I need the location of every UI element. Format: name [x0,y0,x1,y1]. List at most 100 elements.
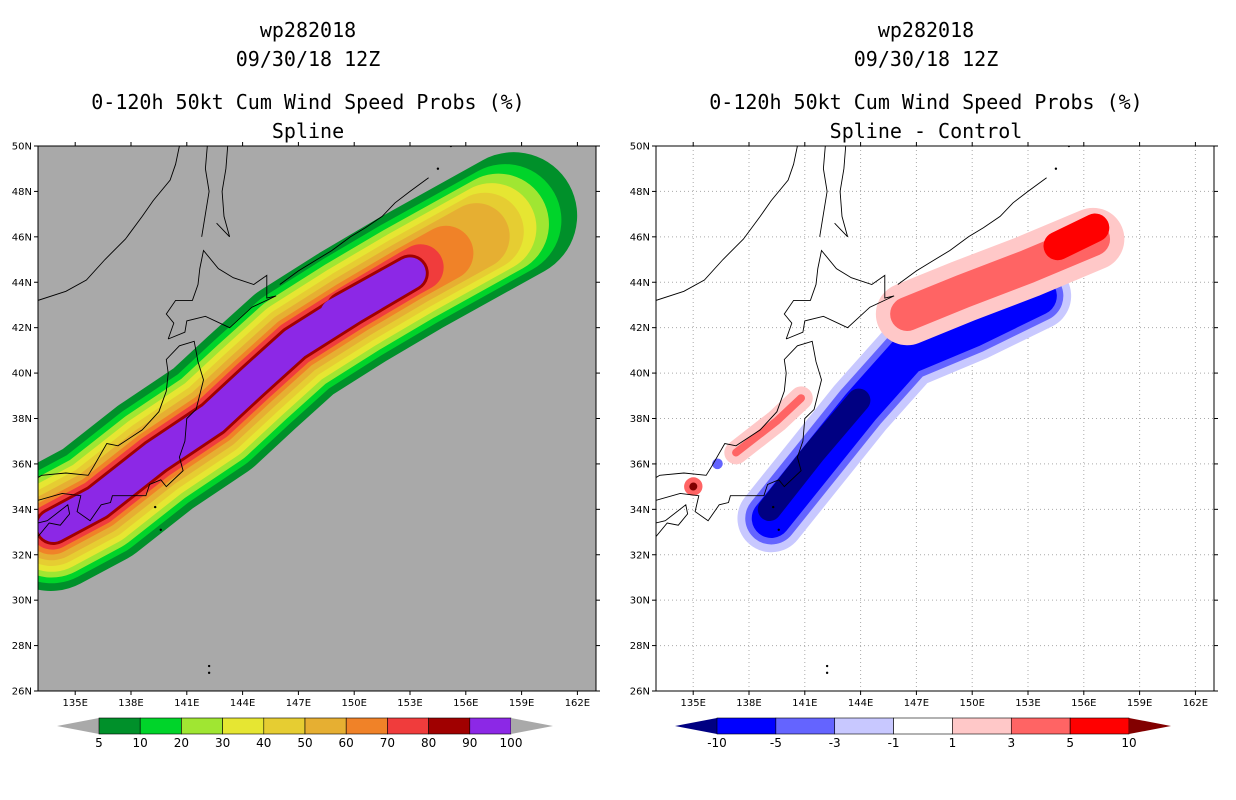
colorbar-swatch [387,717,429,735]
colorbar-label: 50 [297,736,312,750]
y-tick-label: 34N [630,505,650,516]
coastline-shikoku [656,503,689,538]
x-tick-label: 150E [959,698,984,709]
y-tick-label: 26N [630,687,650,698]
right-difference-map: 135E 138E 141E 144E 147E 150E 153E 156E 159E 162E… [630,142,1218,750]
x-tick-label: 141E [792,698,817,709]
colorbar-swatch [716,717,777,735]
x-tick-label: 153E [397,698,422,709]
x-tick-label: 138E [736,698,761,709]
y-tick-label: 30N [12,596,32,607]
island-dot [771,505,775,509]
colorbar-label: 5 [1066,736,1074,750]
x-tick-label: 159E [1127,698,1152,709]
island-dot [207,671,211,675]
colorbar-swatch [304,717,347,735]
y-tick-label: 48N [630,187,650,198]
colorbar-label: 70 [380,736,395,750]
colorbar-below-arrow [675,718,717,734]
colorbar-swatch [775,717,836,735]
x-tick-label: 156E [1071,698,1096,709]
y-tick-label: 48N [12,187,32,198]
colorbar-swatch [139,717,182,735]
colorbar-swatch [222,717,265,735]
x-tick-label: 153E [1015,698,1040,709]
island-dot [153,505,157,509]
colorbar-label: 5 [95,736,103,750]
coastline-hokkaido [165,249,277,340]
colorbar-label: -1 [888,736,900,750]
left-probability-map: 135E 138E 141E 144E 147E 150E 153E 156E 159E 162E… [12,142,600,750]
x-tick-label: 147E [286,698,311,709]
coastline-shikoku [38,503,71,538]
coastline-sakhalinE [216,146,231,238]
island-dot [436,167,440,170]
colorbar-label: 80 [421,736,436,750]
coastline-kurils [279,177,429,285]
coastline-mainland [38,146,180,301]
y-tick-label: 28N [12,641,32,652]
y-tick-label: 42N [12,323,32,334]
colorbar-swatch [834,717,894,735]
colorbar-label: -10 [707,736,727,750]
plot-area [656,146,1214,691]
y-tick-label: 42N [630,323,650,334]
y-tick-label: 32N [12,550,32,561]
coastline-sakhalin [201,146,210,237]
colorbar-label: 10 [133,736,148,750]
colorbar-label: 10 [1121,736,1136,750]
diff-neg-1-0 [757,388,871,521]
colorbar-label: 100 [500,736,523,750]
diff-pos-4-1 [732,394,805,457]
colorbar-above-arrow [1129,718,1171,734]
prob-band-100 [38,257,426,543]
y-tick-label: 40N [630,369,650,380]
y-tick-label: 50N [12,142,32,153]
y-tick-label: 30N [630,596,650,607]
colorbar-swatch [893,717,953,735]
coastline-honshu [656,340,822,522]
colorbar-label: 90 [462,736,477,750]
colorbar-below-arrow [57,718,99,734]
y-tick-label: 46N [630,232,650,243]
x-tick-label: 138E [118,698,143,709]
y-tick-label: 44N [12,278,32,289]
island-dot [777,528,780,531]
colorbar-above-arrow [511,718,553,734]
y-tick-label: 44N [630,278,650,289]
plot-area [38,146,578,675]
left-title-block: wp282018 09/30/18 12Z 0-120h 50kt Cum Wi… [30,16,586,146]
x-tick-label: 141E [174,698,199,709]
y-tick-label: 26N [12,687,32,698]
colorbar-label: 40 [256,736,271,750]
colorbar-label: -5 [770,736,782,750]
coastline-kurils [897,177,1047,285]
colorbar-swatch [1069,717,1130,735]
colorbar-label: 30 [215,736,230,750]
colorbar-label: 1 [949,736,957,750]
left-storm-id: wp282018 [259,18,357,42]
x-tick-label: 135E [680,698,705,709]
y-tick-label: 50N [630,142,650,153]
colorbar-swatch [428,717,471,735]
x-tick-label: 162E [565,698,590,709]
right-storm-id: wp282018 [877,18,975,42]
island-dot [825,671,829,675]
colorbar-swatch [98,717,141,735]
coastline-sakhalinE [834,146,849,238]
coastline-mainland [656,146,798,301]
colorbar-label: 60 [339,736,354,750]
coastline-honshu [38,340,204,522]
x-tick-label: 150E [341,698,366,709]
plot-background [656,146,1214,691]
right-title-block: wp282018 09/30/18 12Z 0-120h 50kt Cum Wi… [648,16,1204,146]
x-tick-label: 159E [509,698,534,709]
left-chart-title: 0-120h 50kt Cum Wind Speed Probs (%) [91,90,525,114]
y-tick-label: 36N [630,459,650,470]
coastline-hokkaido [783,249,895,340]
x-tick-label: 162E [1183,698,1208,709]
island-dot [1054,167,1058,170]
diff-pos-3-0 [1043,213,1110,261]
island-dot [825,664,829,668]
left-date: 09/30/18 12Z [235,47,381,71]
